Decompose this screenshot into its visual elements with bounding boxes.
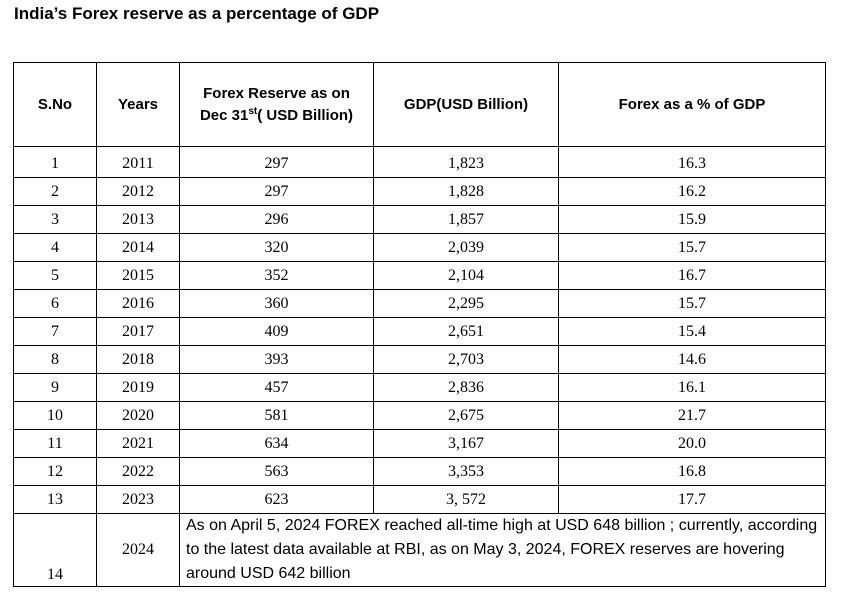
cell-gdp: 2,039 xyxy=(373,233,559,262)
table-row: 13 2023 623 3, 572 17.7 xyxy=(13,485,826,514)
forex-table: S.No Years Forex Reserve as on Dec 31st(… xyxy=(13,62,826,587)
cell-gdp: 2,836 xyxy=(373,373,559,402)
cell-sno: 4 xyxy=(13,233,97,262)
cell-pct: 20.0 xyxy=(558,429,826,458)
cell-sno: 3 xyxy=(13,205,97,234)
table-row: 6 2016 360 2,295 15.7 xyxy=(13,289,826,318)
table-row: 9 2019 457 2,836 16.1 xyxy=(13,373,826,402)
cell-sno: 5 xyxy=(13,261,97,290)
cell-gdp: 3, 572 xyxy=(373,485,559,514)
cell-forex: 320 xyxy=(179,233,374,262)
cell-sno: 2 xyxy=(13,177,97,206)
document-title: India’s Forex reserve as a percentage of… xyxy=(14,4,380,23)
cell-forex: 297 xyxy=(179,146,374,178)
cell-year: 2022 xyxy=(96,457,180,486)
header-gdp: GDP(USD Billion) xyxy=(373,62,559,147)
header-forex-line2-sup: st xyxy=(248,105,258,117)
cell-year: 2021 xyxy=(96,429,180,458)
cell-year: 2020 xyxy=(96,401,180,430)
cell-year: 2018 xyxy=(96,345,180,374)
cell-gdp: 1,857 xyxy=(373,205,559,234)
cell-sno: 10 xyxy=(13,401,97,430)
cell-forex: 634 xyxy=(179,429,374,458)
table-row: 1 2011 297 1,823 16.3 xyxy=(13,146,826,178)
cell-pct: 16.3 xyxy=(558,146,826,178)
cell-gdp: 3,353 xyxy=(373,457,559,486)
cell-pct: 21.7 xyxy=(558,401,826,430)
cell-sno: 11 xyxy=(13,429,97,458)
cell-year: 2024 xyxy=(96,513,180,587)
table-row: 11 2021 634 3,167 20.0 xyxy=(13,429,826,458)
header-forex-line2-pre: Dec 31 xyxy=(199,106,249,124)
cell-pct: 15.7 xyxy=(558,289,826,318)
cell-sno: 1 xyxy=(13,146,97,178)
cell-forex: 297 xyxy=(179,177,374,206)
note-cell: As on April 5, 2024 FOREX reached all-ti… xyxy=(179,513,826,587)
cell-sno: 12 xyxy=(13,457,97,486)
header-forex-line1: Forex Reserve as on xyxy=(203,84,350,102)
cell-forex: 393 xyxy=(179,345,374,374)
cell-pct: 16.7 xyxy=(558,261,826,290)
cell-pct: 17.7 xyxy=(558,485,826,514)
cell-gdp: 3,167 xyxy=(373,429,559,458)
cell-forex: 457 xyxy=(179,373,374,402)
table-row: 8 2018 393 2,703 14.6 xyxy=(13,345,826,374)
cell-pct: 15.9 xyxy=(558,205,826,234)
cell-sno: 13 xyxy=(13,485,97,514)
cell-sno: 6 xyxy=(13,289,97,318)
cell-year: 2016 xyxy=(96,289,180,318)
table-row: 4 2014 320 2,039 15.7 xyxy=(13,233,826,262)
cell-pct: 16.1 xyxy=(558,373,826,402)
table-row: 7 2017 409 2,651 15.4 xyxy=(13,317,826,346)
cell-year: 2017 xyxy=(96,317,180,346)
cell-forex: 296 xyxy=(179,205,374,234)
cell-forex: 623 xyxy=(179,485,374,514)
table-row: 5 2015 352 2,104 16.7 xyxy=(13,261,826,290)
cell-forex: 581 xyxy=(179,401,374,430)
cell-year: 2019 xyxy=(96,373,180,402)
header-sno: S.No xyxy=(13,62,97,147)
table-row: 3 2013 296 1,857 15.9 xyxy=(13,205,826,234)
header-forex-line2-post: ( USD Billion) xyxy=(257,106,354,124)
cell-sno: 14 xyxy=(13,513,97,587)
cell-pct: 16.2 xyxy=(558,177,826,206)
cell-gdp: 2,675 xyxy=(373,401,559,430)
header-row: S.No Years Forex Reserve as on Dec 31st(… xyxy=(13,62,826,147)
cell-sno: 8 xyxy=(13,345,97,374)
cell-pct: 16.8 xyxy=(558,457,826,486)
cell-year: 2014 xyxy=(96,233,180,262)
cell-sno: 7 xyxy=(13,317,97,346)
cell-forex: 360 xyxy=(179,289,374,318)
cell-gdp: 1,823 xyxy=(373,146,559,178)
cell-year: 2012 xyxy=(96,177,180,206)
cell-gdp: 2,295 xyxy=(373,289,559,318)
header-years: Years xyxy=(96,62,180,147)
cell-forex: 563 xyxy=(179,457,374,486)
cell-year: 2011 xyxy=(96,146,180,178)
cell-year: 2015 xyxy=(96,261,180,290)
cell-forex: 409 xyxy=(179,317,374,346)
table-row: 2 2012 297 1,828 16.2 xyxy=(13,177,826,206)
table-row: 10 2020 581 2,675 21.7 xyxy=(13,401,826,430)
cell-gdp: 1,828 xyxy=(373,177,559,206)
header-pct-gdp: Forex as a % of GDP xyxy=(558,62,826,147)
cell-gdp: 2,651 xyxy=(373,317,559,346)
cell-gdp: 2,104 xyxy=(373,261,559,290)
cell-sno: 9 xyxy=(13,373,97,402)
table-row: 12 2022 563 3,353 16.8 xyxy=(13,457,826,486)
table-row-note: 14 2024 As on April 5, 2024 FOREX reache… xyxy=(13,513,826,587)
header-forex-reserve: Forex Reserve as on Dec 31st( USD Billio… xyxy=(179,62,374,147)
cell-year: 2023 xyxy=(96,485,180,514)
cell-pct: 15.7 xyxy=(558,233,826,262)
cell-pct: 15.4 xyxy=(558,317,826,346)
cell-year: 2013 xyxy=(96,205,180,234)
cell-gdp: 2,703 xyxy=(373,345,559,374)
cell-forex: 352 xyxy=(179,261,374,290)
cell-pct: 14.6 xyxy=(558,345,826,374)
